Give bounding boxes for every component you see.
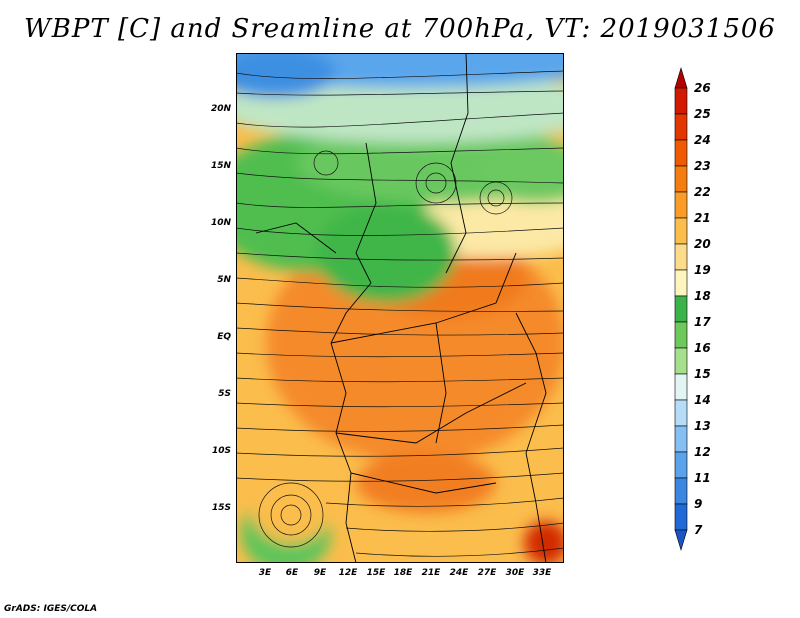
colorbar-swatch — [674, 113, 688, 141]
colorbar-swatch — [674, 503, 688, 531]
colorbar-swatch — [674, 295, 688, 323]
map-title: WBPT [C] and Sreamline at 700hPa, VT: 20… — [24, 14, 776, 44]
lon-label-30e: 30E — [505, 568, 525, 578]
colorbar-swatch — [674, 321, 688, 349]
field-blue-nw — [236, 53, 336, 98]
lat-label-15n: 15N — [210, 161, 231, 171]
colorbar-swatch — [674, 243, 688, 271]
lon-label-18e: 18E — [393, 568, 413, 578]
lon-label-15e: 15E — [366, 568, 386, 578]
colorbar-label: 24 — [694, 133, 711, 147]
colorbar-label: 12 — [694, 445, 711, 459]
lon-label-24e: 24E — [449, 568, 469, 578]
lon-label-9e: 9E — [313, 568, 327, 578]
colorbar-label: 19 — [694, 263, 711, 277]
colorbar — [674, 66, 688, 552]
colorbar-swatch — [674, 425, 688, 453]
colorbar-swatch — [674, 139, 688, 167]
colorbar-label: 18 — [694, 289, 711, 303]
colorbar-label: 7 — [694, 523, 703, 537]
colorbar-label: 15 — [694, 367, 711, 381]
colorbar-label: 13 — [694, 419, 711, 433]
lon-label-12e: 12E — [338, 568, 358, 578]
colorbar-label: 14 — [694, 393, 711, 407]
colorbar-swatch — [674, 477, 688, 505]
lat-label-10n: 10N — [210, 218, 231, 228]
lat-label-10s: 10S — [211, 446, 231, 456]
lon-label-6e: 6E — [285, 568, 299, 578]
field-hot-se — [524, 521, 564, 563]
grads-credit: GrADS: IGES/COLA — [4, 604, 98, 614]
colorbar-label: 9 — [694, 497, 703, 511]
colorbar-swatch — [674, 373, 688, 401]
lat-label-15s: 15S — [211, 503, 231, 513]
colorbar-label: 22 — [694, 185, 711, 199]
country-borders — [255, 53, 547, 563]
colorbar-swatch — [674, 191, 688, 219]
colorbar-swatch — [674, 347, 688, 375]
lat-label-20n: 20N — [210, 104, 231, 114]
colorbar-swatch — [674, 87, 688, 115]
colorbar-label: 17 — [694, 315, 711, 329]
colorbar-label: 26 — [694, 81, 711, 95]
colorbar-label: 23 — [694, 159, 711, 173]
lon-label-27e: 27E — [477, 568, 497, 578]
colorbar-swatch — [674, 217, 688, 245]
colorbar-top-arrow — [674, 66, 688, 89]
colorbar-bottom-arrow — [674, 529, 688, 552]
lon-label-3e: 3E — [258, 568, 272, 578]
field-warm-sw — [251, 473, 331, 543]
lon-label-33e: 33E — [532, 568, 552, 578]
colorbar-swatch — [674, 451, 688, 479]
colorbar-swatch — [674, 165, 688, 193]
field-green-east — [476, 143, 564, 203]
colorbar-swatch — [674, 399, 688, 427]
field-green-center — [316, 203, 456, 303]
lon-label-21e: 21E — [421, 568, 441, 578]
colorbar-label: 16 — [694, 341, 711, 355]
map-frame — [236, 53, 564, 563]
lat-label-5n: 5N — [217, 275, 231, 285]
wbpt-streamline-map — [236, 53, 564, 563]
colorbar-label: 11 — [694, 471, 711, 485]
lat-label-eq: EQ — [217, 332, 231, 342]
field-hot-south — [356, 453, 496, 513]
streamlines — [236, 70, 564, 557]
colorbar-label: 20 — [694, 237, 711, 251]
colorbar-label: 21 — [694, 211, 711, 225]
lat-label-5s: 5S — [218, 389, 231, 399]
colorbar-label: 25 — [694, 107, 711, 121]
colorbar-swatch — [674, 269, 688, 297]
